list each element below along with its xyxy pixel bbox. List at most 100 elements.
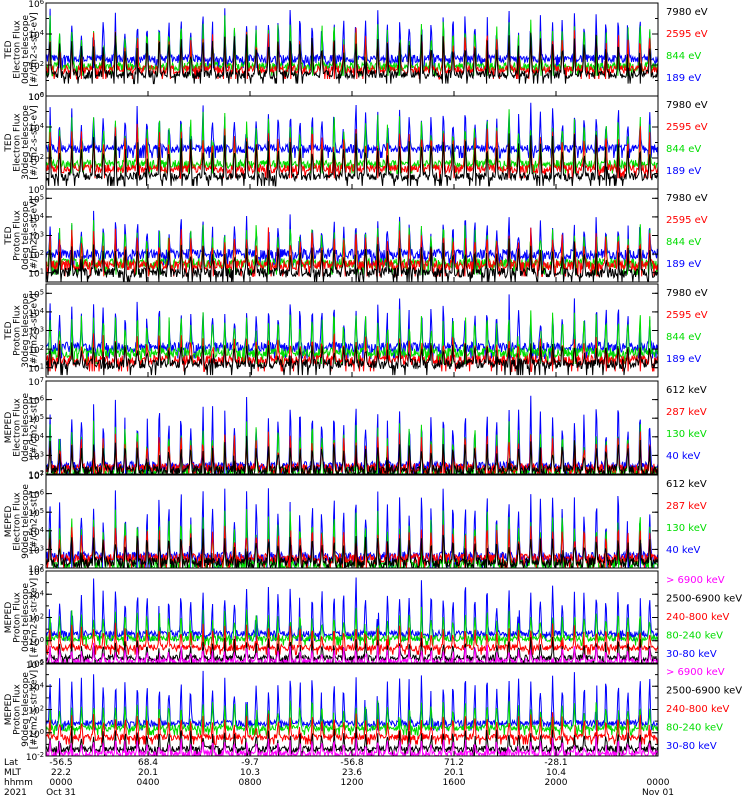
y-axis-label-line: TED (4, 226, 14, 245)
series-line-80-240-kev (46, 606, 658, 646)
legend-entry: 7980 eV (666, 193, 708, 204)
y-tick-label: 103 (28, 231, 44, 243)
x-tick-label: -28.1 (544, 758, 567, 768)
y-tick-label: 103 (28, 326, 44, 338)
y-tick-label: 102 (28, 60, 44, 72)
y-tick-label: 102 (28, 613, 44, 625)
x-tick-label: 0400 (137, 778, 160, 788)
x-row-name: MLT (4, 768, 22, 778)
y-axis-label-line: Proton Flux (13, 592, 23, 643)
y-tick-label: 104 (28, 589, 44, 601)
x-tick-label: 68.4 (138, 758, 158, 768)
y-tick-label: 104 (28, 29, 44, 41)
y-axis-label-line: 0deg telescope (21, 393, 31, 463)
series-line-7980-ev (46, 238, 658, 282)
series-line-612-kev (46, 528, 658, 568)
y-axis-label-line: [#/cm2-s-str-eV] (30, 293, 40, 368)
x-tick-label: 10.4 (546, 768, 566, 778)
y-tick-label: 104 (28, 432, 44, 444)
y-axis-label-line: 90deg telescope (21, 672, 31, 747)
legend-entry: 844 eV (666, 51, 701, 62)
x-tick-label: -56.8 (340, 758, 364, 768)
legend-entry: 2595 eV (666, 29, 708, 40)
x-tick-label: 0000 (647, 778, 670, 788)
y-axis-label-line: 0deg telescope (21, 201, 31, 271)
y-tick-label: 106 (28, 0, 44, 10)
x-tick-label: 20.1 (138, 768, 158, 778)
series-line-7980-ev (46, 342, 658, 376)
x-tick-label: 20.1 (444, 768, 464, 778)
x-tick-label: 0000 (50, 778, 73, 788)
y-axis-label-line: 30deg telescope (21, 293, 31, 368)
legend-entry: 80-240 keV (666, 631, 723, 642)
legend-entry: 189 eV (666, 73, 701, 84)
legend-entry: 2595 eV (666, 310, 708, 321)
y-tick-label: 106 (28, 658, 44, 670)
y-axis-label-line: Electron Flux (13, 113, 23, 172)
y-axis-label-line: Electron Flux (13, 20, 23, 79)
legend-entry: 40 keV (666, 451, 700, 462)
x-row-name: 2021 (4, 788, 27, 798)
legend-entry: 189 eV (666, 166, 701, 177)
y-axis-label-line: [#/cm2-s-str-keV] (30, 578, 40, 657)
x-tick-label: 23.6 (342, 768, 362, 778)
series-line-240-800-kev (46, 712, 658, 745)
y-tick-label: 105 (28, 507, 44, 519)
series-line-240-800-kev (46, 622, 658, 656)
legend-entry: 130 keV (666, 429, 707, 440)
legend-entry: 844 eV (666, 332, 701, 343)
y-axis-label-line: TED (4, 40, 14, 59)
legend-entry: 7980 eV (666, 100, 708, 111)
y-tick-label: 104 (28, 122, 44, 134)
y-axis-label-line: TED (4, 321, 14, 340)
series-line-189-ev (46, 210, 658, 266)
legend-entry: 130 keV (666, 523, 707, 534)
y-axis-label-line: [#/cm2-s-str] (30, 397, 40, 457)
legend-entry: 7980 eV (666, 288, 708, 299)
legend-entry: 287 keV (666, 407, 707, 418)
series-line-2595-ev (46, 123, 658, 179)
y-axis-label-line: TED (4, 133, 14, 152)
series-line-40-kev (46, 395, 658, 474)
series-line-7980-ev (46, 133, 658, 187)
y-tick-label: 100 (28, 91, 44, 103)
y-axis-label-line: [#/cm2-s-str-eV] (30, 105, 40, 180)
y-axis-label-line: 90deg telescope (21, 484, 31, 559)
y-axis-label-line: 0deg telescope (21, 15, 31, 85)
y-tick-label: 106 (28, 566, 44, 578)
y-tick-label: 10-2 (26, 659, 44, 671)
legend-entry: 287 keV (666, 501, 707, 512)
y-tick-label: 102 (28, 469, 44, 481)
y-tick-label: 101 (28, 363, 44, 375)
y-tick-label: 105 (28, 288, 44, 300)
legend-entry: 40 keV (666, 545, 700, 556)
y-axis-label-line: MEPED (4, 602, 14, 634)
x-tick-label: 71.2 (444, 758, 464, 768)
series-line-844-ev (46, 109, 658, 174)
y-axis-label-line: Electron Flux (13, 492, 23, 551)
series-line-80-240-kev (46, 700, 658, 736)
x-tick-label: 10.3 (240, 768, 260, 778)
legend-entry: 189 eV (666, 354, 701, 365)
y-tick-label: 102 (28, 563, 44, 575)
legend-entry: 240-800 keV (666, 704, 730, 715)
legend-entry: 189 eV (666, 259, 701, 270)
series-line-30-80-kev (46, 670, 658, 731)
legend-entry: 7980 eV (666, 7, 708, 18)
y-tick-label: 106 (28, 395, 44, 407)
x-tick-label: 0800 (239, 778, 262, 788)
x-tick-label: 1600 (443, 778, 466, 788)
y-axis-label-line: 0deg telescope (21, 583, 31, 653)
y-tick-label: 107 (28, 470, 44, 482)
y-tick-label: 104 (28, 681, 44, 693)
series-line-7980-ev (46, 32, 658, 85)
x-tick-label: 1200 (341, 778, 364, 788)
legend-entry: 2595 eV (666, 122, 708, 133)
y-tick-label: 104 (28, 307, 44, 319)
y-axis-label-line: MEPED (4, 506, 14, 538)
x-tick-label: -56.5 (49, 758, 72, 768)
